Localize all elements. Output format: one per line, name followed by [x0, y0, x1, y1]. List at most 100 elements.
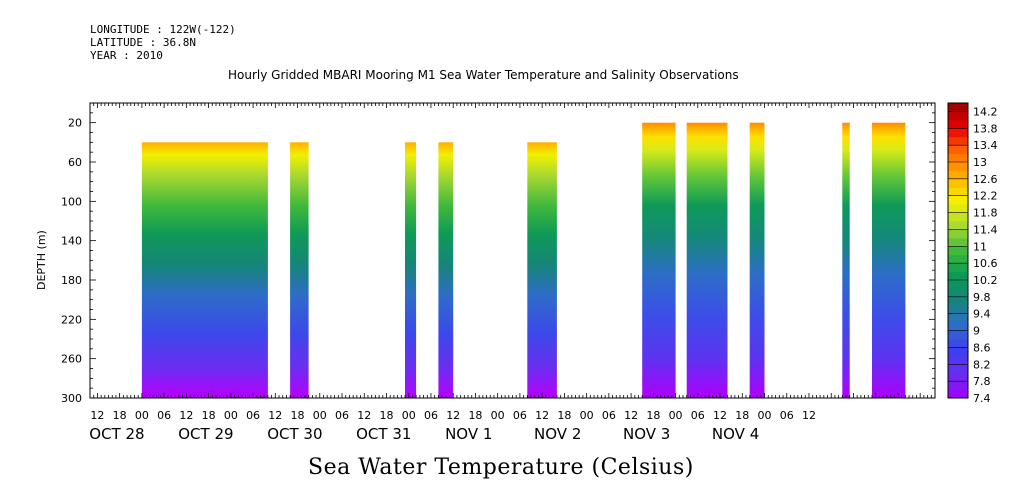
colorbar-swatch	[948, 178, 968, 188]
colorbar-label: 9	[973, 325, 980, 338]
colorbar-swatch	[948, 111, 968, 121]
x-tick-label: 06	[424, 409, 438, 422]
x-tick-label: 12	[802, 409, 816, 422]
colorbar-swatch	[948, 347, 968, 357]
x-date-label: OCT 30	[267, 425, 322, 443]
colorbar-label: 13.4	[973, 139, 998, 152]
x-tick-label: 18	[557, 409, 571, 422]
y-tick-label: 220	[61, 313, 82, 326]
x-tick-label: 06	[691, 409, 705, 422]
colorbar-swatch	[948, 128, 968, 138]
x-date-label: NOV 2	[534, 425, 581, 443]
colorbar-label: 11.8	[973, 207, 998, 220]
y-tick-label: 300	[61, 392, 82, 405]
x-tick-label: 00	[224, 409, 238, 422]
x-tick-label: 18	[202, 409, 216, 422]
x-tick-label: 12	[535, 409, 549, 422]
colorbar-swatch	[948, 381, 968, 391]
x-tick-label: 18	[468, 409, 482, 422]
colorbar-label: 10.6	[973, 257, 998, 270]
colorbar-swatch	[948, 263, 968, 273]
colorbar-swatch	[948, 322, 968, 332]
colorbar-label: 14.2	[973, 105, 998, 118]
colorbar-swatch	[948, 364, 968, 374]
x-date-label: NOV 1	[445, 425, 492, 443]
x-tick-label: 06	[335, 409, 349, 422]
colorbar-swatch	[948, 145, 968, 155]
colorbar-label: 12.6	[973, 173, 998, 186]
data-block-1	[290, 142, 309, 398]
colorbar-label: 10.2	[973, 274, 998, 287]
y-tick-label: 260	[61, 353, 82, 366]
colorbar-label: 11	[973, 240, 987, 253]
data-block-0	[141, 142, 268, 398]
x-tick-label: 12	[179, 409, 193, 422]
colorbar-swatch	[948, 212, 968, 222]
colorbar-label: 9.8	[973, 291, 991, 304]
data-block-3	[438, 142, 454, 398]
colorbar-swatch	[948, 305, 968, 315]
colorbar-swatch	[948, 254, 968, 264]
data-block-2	[405, 142, 417, 398]
colorbar-swatch	[948, 170, 968, 180]
x-tick-label: 06	[157, 409, 171, 422]
colorbar-swatch	[948, 103, 968, 112]
x-date-label: NOV 3	[623, 425, 670, 443]
x-tick-label: 12	[446, 409, 460, 422]
colorbar-label: 8.6	[973, 341, 991, 354]
y-tick-label: 140	[61, 235, 82, 248]
meta-latitude: LATITUDE : 36.8N	[90, 36, 196, 49]
colorbar-swatch	[948, 119, 968, 129]
colorbar-swatch	[948, 195, 968, 205]
x-date-label: NOV 4	[712, 425, 759, 443]
colorbar-label: 12.2	[973, 190, 998, 203]
colorbar-swatch	[948, 372, 968, 382]
data-block-6	[686, 122, 728, 398]
x-tick-label: 00	[135, 409, 149, 422]
x-tick-label: 00	[402, 409, 416, 422]
colorbar-label: 13	[973, 156, 987, 169]
x-tick-label: 12	[713, 409, 727, 422]
axis-layer: 20 60 100 140 180 220 260 300 12 18 00 06 12 18 00 06 12…	[61, 102, 936, 443]
colorbar-swatch	[948, 389, 968, 399]
x-tick-label: 06	[246, 409, 260, 422]
colorbar-swatch	[948, 313, 968, 323]
colorbar-swatch	[948, 229, 968, 239]
colorbar-label: 11.4	[973, 223, 998, 236]
colorbar-swatch	[948, 237, 968, 247]
x-tick-label: 18	[646, 409, 660, 422]
x-tick-label: 18	[735, 409, 749, 422]
data-layer	[141, 122, 906, 398]
colorbar-label: 13.8	[973, 122, 998, 135]
meta-year: YEAR : 2010	[90, 49, 163, 62]
colorbar-label: 9.4	[973, 308, 991, 321]
chart-title: Hourly Gridded MBARI Mooring M1 Sea Wate…	[228, 68, 739, 82]
x-tick-label: 12	[624, 409, 638, 422]
x-tick-label: 00	[313, 409, 327, 422]
colorbar-swatch	[948, 271, 968, 281]
colorbar-swatch	[948, 296, 968, 306]
colorbar-swatch	[948, 162, 968, 171]
x-tick-label: 00	[580, 409, 594, 422]
colorbar-swatch	[948, 204, 968, 214]
x-tick-label: 12	[90, 409, 104, 422]
y-tick-label: 60	[68, 156, 82, 169]
x-tick-label: 06	[602, 409, 616, 422]
colorbar: 14.2 13.8 13.4 13 12.6 12.2 11.8 11.4 11 10.6 10.2…	[947, 102, 998, 405]
colorbar-label: 8.2	[973, 358, 991, 371]
x-tick-label: 06	[513, 409, 527, 422]
x-tick-label: 18	[113, 409, 127, 422]
data-block-9	[872, 122, 906, 398]
colorbar-swatch	[948, 330, 968, 340]
colorbar-swatch	[948, 339, 968, 348]
y-axis-label: DEPTH (m)	[35, 230, 48, 290]
colorbar-swatch	[948, 355, 968, 365]
data-block-5	[642, 122, 676, 398]
data-block-7	[749, 122, 765, 398]
colorbar-swatch	[948, 280, 968, 289]
y-tick-label: 180	[61, 274, 82, 287]
x-date-label: OCT 31	[356, 425, 411, 443]
colorbar-swatch	[948, 288, 968, 298]
colorbar-swatch	[948, 221, 968, 230]
